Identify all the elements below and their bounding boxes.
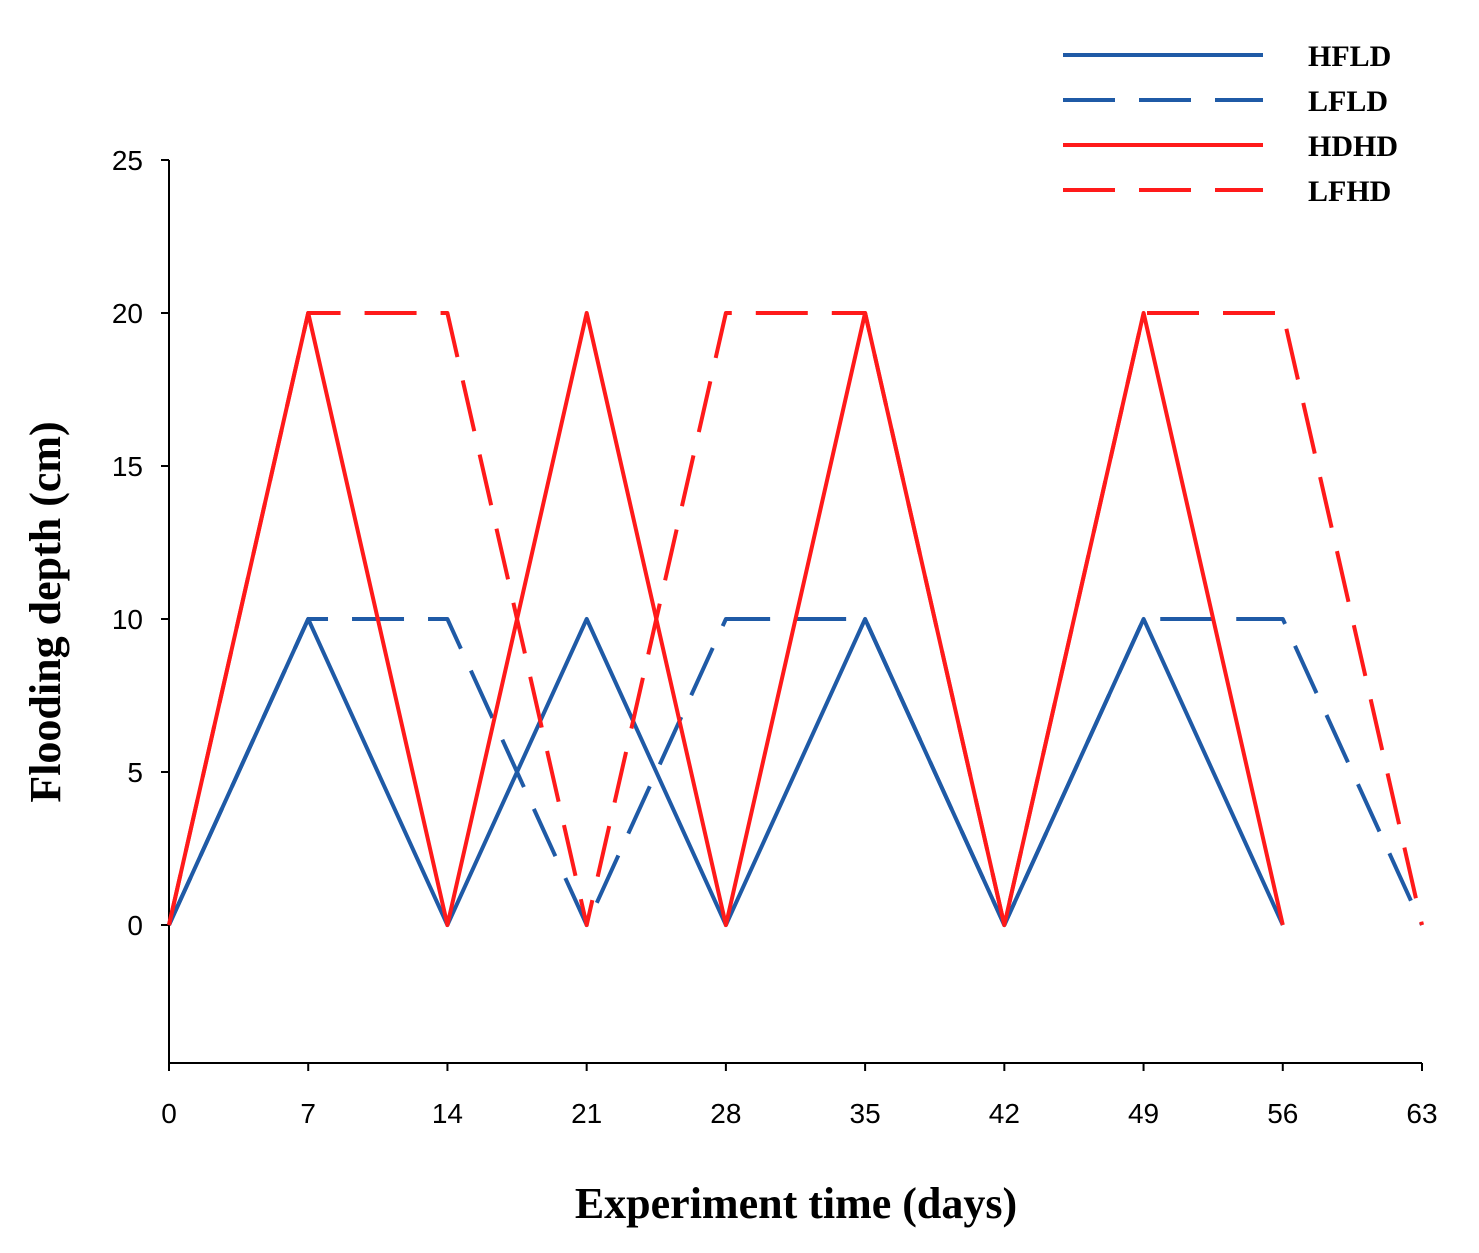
x-tick-label: 35 — [850, 1098, 881, 1129]
series-line-hfld — [167, 617, 1285, 927]
y-axis-title: Flooding depth (cm) — [21, 421, 70, 802]
x-tick-label: 0 — [161, 1098, 177, 1129]
legend-label-hfld: HFLD — [1308, 40, 1391, 73]
y-tick-label: 25 — [112, 145, 143, 176]
y-tick-label: 0 — [127, 910, 143, 941]
x-tick-label: 7 — [300, 1098, 316, 1129]
legend: HFLD LFLD HDHD LFHD — [1063, 40, 1398, 208]
x-tick-label: 28 — [710, 1098, 741, 1129]
x-tick-label: 56 — [1267, 1098, 1298, 1129]
axes: 0 5 10 15 20 25 0 7 14 21 28 35 42 49 56 63 — [112, 145, 1438, 1129]
y-tick-label: 20 — [112, 298, 143, 329]
legend-label-lfld: LFLD — [1308, 85, 1388, 118]
y-tick-label: 10 — [112, 604, 143, 635]
legend-label-hdhd: HDHD — [1308, 130, 1398, 163]
x-tick-label: 21 — [571, 1098, 602, 1129]
x-tick-label: 63 — [1406, 1098, 1437, 1129]
y-tick-label: 5 — [127, 757, 143, 788]
y-tick-label: 15 — [112, 451, 143, 482]
series-layer — [167, 311, 1424, 927]
legend-label-lfhd: LFHD — [1308, 175, 1391, 208]
x-tick-label: 14 — [432, 1098, 463, 1129]
x-tick-label: 49 — [1128, 1098, 1159, 1129]
x-tick-label: 42 — [989, 1098, 1020, 1129]
x-axis-title: Experiment time (days) — [575, 1179, 1017, 1228]
series-line-lfhd — [167, 311, 1424, 927]
